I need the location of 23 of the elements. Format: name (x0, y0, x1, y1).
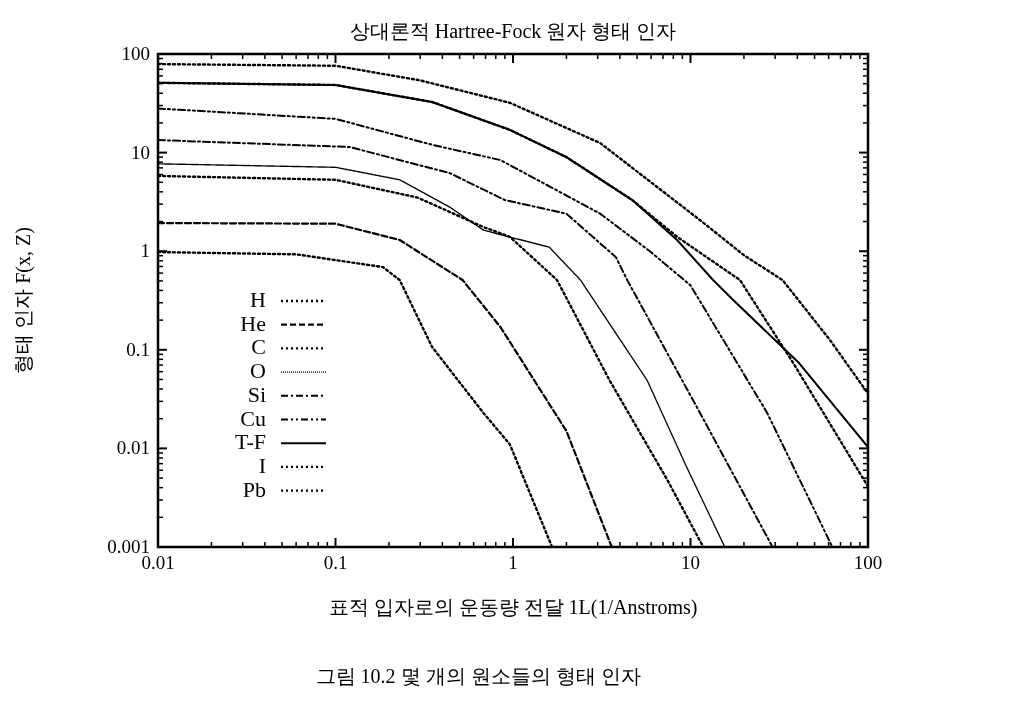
y-tick-label: 1 (140, 240, 150, 262)
legend-label: C (251, 334, 266, 360)
x-tick-label: 100 (853, 552, 883, 573)
y-tick-label: 10 (131, 141, 150, 163)
chart-title: 상대론적 Hartree-Fock 원자 형태 인자 (349, 20, 677, 42)
y-tick-label: 0.01 (116, 437, 150, 459)
x-tick-label: 10 (681, 552, 700, 573)
y-tick-label: 100 (121, 43, 150, 64)
caption: 그림 10.2 몇 개의 원소들의 형태 인자 (315, 665, 641, 687)
legend-label: Pb (242, 476, 266, 502)
legend-label: Cu (240, 405, 266, 431)
legend-label: Si (247, 381, 266, 407)
legend-label: I (258, 452, 266, 478)
y-tick-label: 0.1 (126, 338, 150, 360)
x-tick-label: 0.1 (323, 552, 348, 573)
legend-label: O (250, 358, 266, 384)
x-axis-title: 표적 입자로의 운동량 전달 1L(1/Anstroms) (328, 596, 698, 619)
legend-label: He (240, 310, 266, 336)
y-tick-label: 0.001 (107, 536, 150, 557)
x-tick-label: 1 (508, 552, 518, 573)
legend-label: H (250, 287, 267, 312)
y-axis-title: 형태 인자 F(x, Z) (12, 227, 35, 374)
legend-label: T-F (235, 429, 266, 455)
